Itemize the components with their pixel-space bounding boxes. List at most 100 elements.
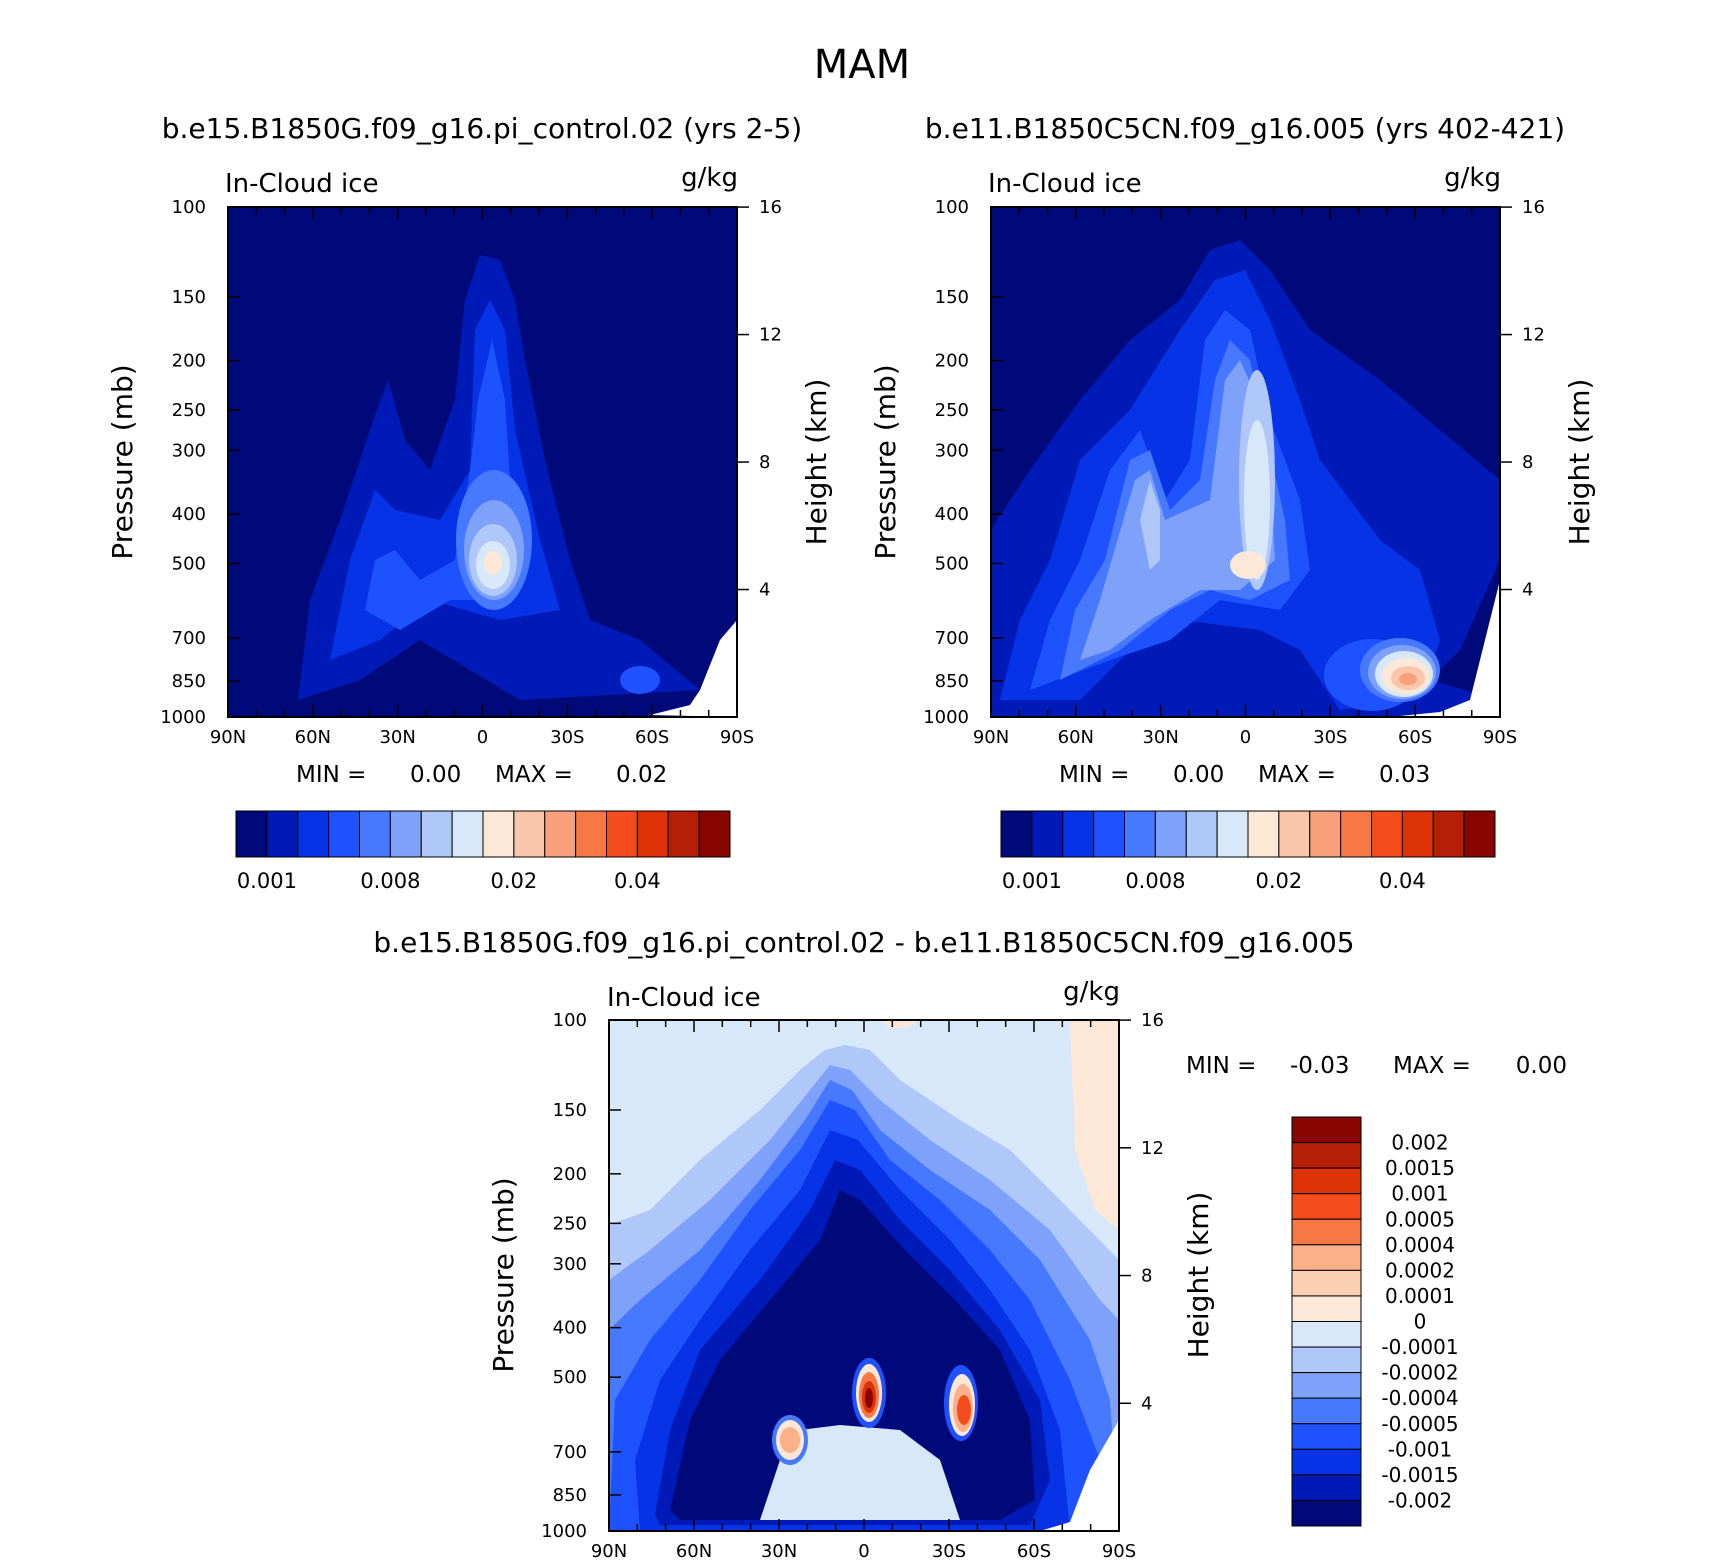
panel-diff-max-value: 0.00 [1516,1053,1567,1079]
panel-diff-xtick-label: 90S [1102,1541,1136,1561]
panel-b: b.e11.B1850C5CN.f09_g16.005 (yrs 402-421… [869,112,1596,893]
panel-diff-max-label: MAX = [1393,1053,1471,1079]
panel-b-colorbar-swatch [1154,810,1187,858]
panel-b-ytick-label: 150 [935,287,969,308]
panel-diff-colorbar-swatch [1291,1269,1362,1297]
panel-b-units: g/kg [1444,163,1501,193]
panel-diff-colorbar-swatch [1291,1116,1362,1144]
panel-b-colorbar-swatch [1000,810,1033,858]
panel-b-xtick-label: 0 [1240,727,1251,748]
panel-a-max-value: 0.02 [616,762,667,788]
panel-a-colorbar-swatch [266,810,299,858]
panel-b-colorbar-swatch [1278,810,1311,858]
panel-diff-colorbar-label: 0.002 [1391,1131,1448,1155]
panel-diff-ytick-label: 700 [553,1442,587,1463]
panel-a-colorbar: 0.001 0.008 0.02 0.04 [235,810,731,893]
panel-a-colorbar-label: 0.02 [490,869,537,893]
panel-a-ytick-label: 250 [172,400,206,421]
panel-diff-colorbar-swatch [1291,1423,1362,1450]
panel-a-contour-8 [484,551,502,575]
panel-a-colorbar-swatch [297,810,330,858]
panel-b-ytick-label: 400 [935,504,969,525]
panel-a-ylabel: Pressure (mb) [106,364,139,559]
panel-a-axes: 90N 60N 30N 0 30S 60S 90S 100 150 200 250 300 400 500… [160,197,782,748]
panel-b-ytick-label: 300 [935,440,969,461]
panel-diff-colorbar-swatch [1291,1397,1362,1425]
panel-diff-units: g/kg [1063,977,1120,1007]
panel-a-max-label: MAX = [495,762,573,788]
panel-diff-colorbar-label: 0.0005 [1385,1207,1455,1231]
panel-diff-colorbar-label: -0.0005 [1381,1412,1458,1436]
panel-diff-colorbar-label: 0.0004 [1385,1233,1455,1257]
panel-diff-min-value: -0.03 [1290,1053,1350,1079]
panel-a-colorbar-label: 0.04 [614,869,661,893]
panel-a-y2tick-label: 8 [759,452,770,473]
panel-diff-colorbar-label: 0.0015 [1385,1156,1455,1180]
panel-b-colorbar-swatch [1340,810,1372,858]
panel-diff-ytick-label: 500 [553,1367,587,1388]
panel-diff-xtick-label: 60S [1017,1541,1051,1561]
panel-b-colorbar-swatch [1401,810,1434,858]
panel-diff-y2tick-label: 12 [1141,1138,1164,1159]
panel-b-contour-8 [1230,551,1266,579]
panel-a-xtick-label: 90N [210,727,246,748]
panel-diff-ytick-label: 1000 [541,1521,587,1542]
panel-a-ytick-label: 700 [172,628,206,649]
panel-a-ytick-label: 300 [172,440,206,461]
panel-b-colorbar-label: 0.04 [1379,869,1426,893]
panel-diff-y2tick-label: 4 [1141,1393,1152,1414]
panel-diff-eq-5 [865,1388,873,1408]
panel-a-xtick-label: 90S [720,727,754,748]
panel-a-colorbar-swatch [636,810,669,858]
panel-diff-xtick-label: 90N [591,1541,627,1561]
panel-a-colorbar-swatch [389,810,422,858]
panel-diff-positive-top [880,1020,920,1028]
panel-diff-colorbar-swatch [1291,1499,1362,1527]
panel-diff-colorbar-swatch [1291,1372,1362,1399]
panel-diff-colorbar-label: 0 [1414,1310,1427,1334]
panel-b-ytick-label: 500 [935,553,969,574]
panel-diff-ylabel: Pressure (mb) [487,1177,520,1372]
panel-b-y2tick-label: 4 [1522,580,1533,601]
panel-a-ytick-label: 150 [172,287,206,308]
panel-diff-contour-7 [670,1190,1035,1520]
panel-diff-ytick-label: 300 [553,1254,587,1275]
panel-diff-colorbar-label: -0.002 [1388,1488,1452,1512]
panel-b-max-label: MAX = [1258,762,1336,788]
panel-diff-colorbar-label: -0.0004 [1381,1386,1458,1410]
panel-diff-colorbar-swatch [1291,1321,1362,1348]
panel-diff-ytick-label: 250 [553,1213,587,1234]
panel-diff-xtick-label: 30N [761,1541,797,1561]
panel-a-colorbar-swatch [482,810,515,858]
panel-diff-y2tick-label: 8 [1141,1266,1152,1287]
panel-diff-low-level [760,1425,960,1520]
panel-b-xtick-label: 60N [1058,727,1094,748]
panel-a-min-label: MIN = [296,762,366,788]
panel-b-missing [1390,580,1500,717]
panel-a-units: g/kg [681,163,738,193]
panel-a-min-value: 0.00 [410,762,461,788]
panel-b-colorbar-swatch [1247,810,1280,858]
panel-diff-positive-sh [1070,1020,1119,1230]
panel-a-colorbar-swatch [698,810,731,858]
panel-diff-colorbar-swatch [1291,1167,1362,1195]
panel-b-sh-7 [1399,673,1417,685]
panel-diff-colorbar-label: 0.0002 [1385,1258,1455,1282]
panel-diff-ytick-label: 150 [553,1100,587,1121]
panel-a-y2label: Height (km) [800,379,833,546]
panel-b-colorbar-swatch [1309,810,1342,858]
panel-diff-colorbar-swatch [1291,1295,1362,1322]
panel-b-ytick-label: 1000 [923,707,969,728]
panel-a-y2tick-label: 16 [759,197,782,218]
panel-a-field [228,207,737,717]
panel-b-variable: In-Cloud ice [988,169,1142,199]
panel-a-colorbar-label: 0.001 [237,869,297,893]
panel-a-xtick-label: 0 [477,727,488,748]
panel-b-y2tick-label: 12 [1522,325,1545,346]
panel-diff-y2tick-label: 16 [1141,1010,1164,1031]
panel-diff-xtick-label: 30S [932,1541,966,1561]
panel-b-axes: 90N 60N 30N 0 30S 60S 90S 100 150 200 250 300 400 500… [923,197,1545,748]
panel-diff-colorbar-swatch [1291,1193,1362,1220]
panel-diff-colorbar-swatch [1291,1142,1362,1169]
panel-b-contour-7 [1244,420,1270,580]
